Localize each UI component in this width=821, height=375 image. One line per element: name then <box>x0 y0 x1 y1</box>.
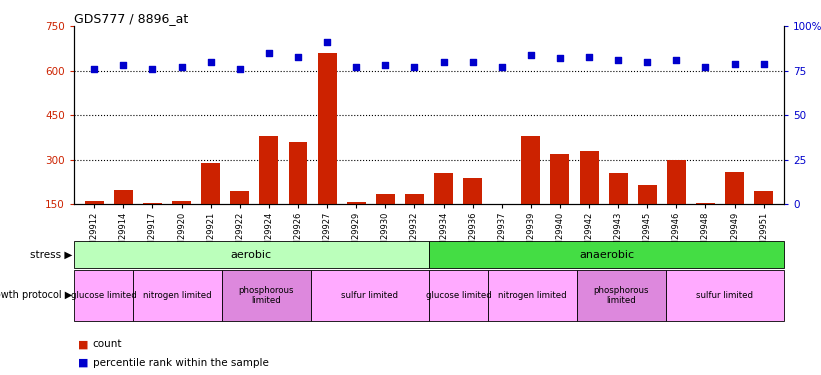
Bar <box>133 270 222 321</box>
Point <box>88 66 101 72</box>
Bar <box>231 191 250 249</box>
Point <box>204 59 218 65</box>
Text: stress ▶: stress ▶ <box>30 250 72 259</box>
Text: ■: ■ <box>78 358 89 368</box>
Point <box>612 57 625 63</box>
Bar <box>725 172 744 249</box>
Point <box>699 64 712 70</box>
Bar <box>754 191 773 249</box>
Bar <box>521 136 540 249</box>
Bar <box>376 194 395 249</box>
Point <box>291 54 305 60</box>
Text: ■: ■ <box>78 339 89 349</box>
Bar <box>288 142 307 249</box>
Bar <box>201 163 220 249</box>
Point <box>582 54 595 60</box>
Point <box>670 57 683 63</box>
Bar <box>346 202 365 249</box>
Text: sulfur limited: sulfur limited <box>342 291 398 300</box>
Bar <box>488 270 577 321</box>
Point <box>757 61 770 67</box>
Point <box>175 64 188 70</box>
Bar <box>143 203 162 249</box>
Text: growth protocol ▶: growth protocol ▶ <box>0 290 72 300</box>
Point <box>553 56 566 62</box>
Text: glucose limited: glucose limited <box>71 291 136 300</box>
Bar <box>463 178 482 249</box>
Text: nitrogen limited: nitrogen limited <box>143 291 212 300</box>
Point <box>466 59 479 65</box>
Point <box>117 62 130 68</box>
Text: anaerobic: anaerobic <box>579 250 634 259</box>
Point <box>437 59 450 65</box>
Bar <box>551 154 570 249</box>
Text: GDS777 / 8896_at: GDS777 / 8896_at <box>74 12 188 25</box>
Bar <box>405 194 424 249</box>
Bar <box>74 270 133 321</box>
Point <box>728 61 741 67</box>
Bar <box>434 173 453 249</box>
Point <box>525 52 538 58</box>
Point <box>408 64 421 70</box>
Bar <box>222 270 310 321</box>
Bar <box>666 270 784 321</box>
Bar <box>114 189 133 249</box>
Bar <box>577 270 666 321</box>
Bar <box>429 270 488 321</box>
Bar <box>259 136 278 249</box>
Bar <box>429 241 784 268</box>
Text: aerobic: aerobic <box>231 250 272 259</box>
Point <box>495 64 508 70</box>
Bar <box>580 151 599 249</box>
Point <box>640 59 654 65</box>
Bar <box>608 173 627 249</box>
Bar <box>74 241 429 268</box>
Text: sulfur limited: sulfur limited <box>696 291 754 300</box>
Point <box>350 64 363 70</box>
Text: phosphorous
limited: phosphorous limited <box>594 286 649 305</box>
Point <box>146 66 159 72</box>
Bar <box>638 185 657 249</box>
Text: glucose limited: glucose limited <box>425 291 492 300</box>
Bar <box>667 160 686 249</box>
Bar <box>493 205 511 249</box>
Text: phosphorous
limited: phosphorous limited <box>238 286 294 305</box>
Text: count: count <box>93 339 122 349</box>
Bar <box>172 201 191 249</box>
Bar <box>310 270 429 321</box>
Bar <box>85 201 103 249</box>
Point <box>378 62 392 68</box>
Bar <box>318 53 337 249</box>
Point <box>320 39 333 45</box>
Point <box>233 66 246 72</box>
Point <box>263 50 276 56</box>
Text: percentile rank within the sample: percentile rank within the sample <box>93 358 268 368</box>
Text: nitrogen limited: nitrogen limited <box>498 291 566 300</box>
Bar <box>696 203 715 249</box>
